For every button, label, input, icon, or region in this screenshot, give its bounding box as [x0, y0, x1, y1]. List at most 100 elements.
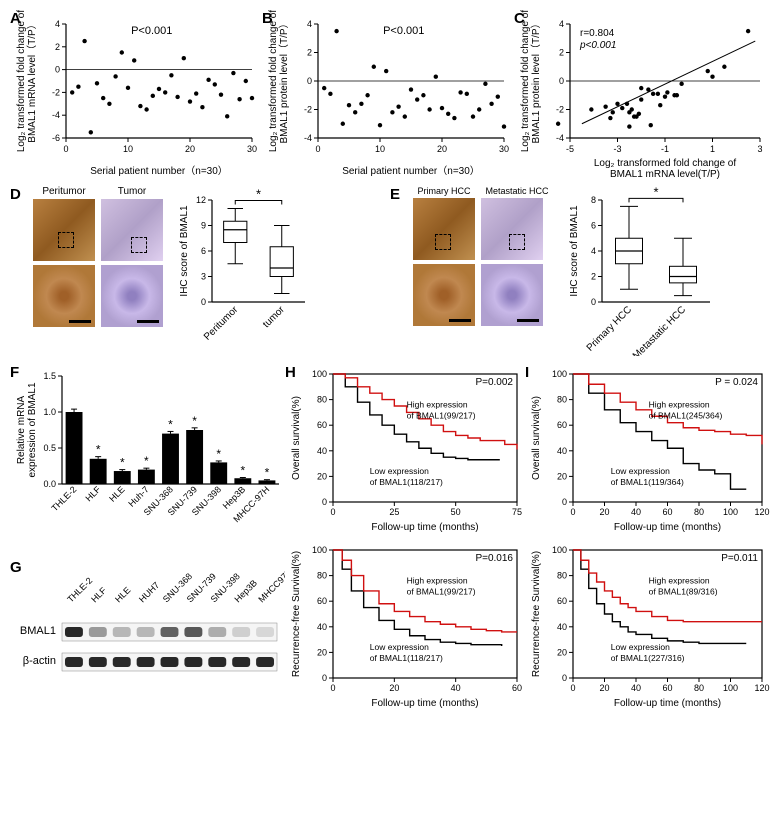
- svg-text:Peritumor: Peritumor: [202, 304, 241, 343]
- svg-text:120: 120: [754, 683, 769, 693]
- panel-E-boxplot: 02468Primary HCCMetastatic HCC*IHC score…: [566, 186, 716, 356]
- svg-text:P<0.001: P<0.001: [131, 25, 172, 37]
- panel-F-label: F: [10, 364, 19, 381]
- svg-text:1.5: 1.5: [43, 371, 56, 381]
- svg-text:4: 4: [591, 246, 596, 256]
- svg-text:30: 30: [499, 144, 509, 154]
- panel-D-label: D: [10, 186, 21, 203]
- panel-E-ihc: Primary HCC Metastatic HCC: [410, 186, 560, 356]
- svg-text:1.0: 1.0: [43, 407, 56, 417]
- ihc-header-peritumor: Peritumor: [33, 186, 95, 197]
- svg-text:0: 0: [330, 683, 335, 693]
- ihc-tile-zoom: [101, 265, 163, 327]
- svg-text:60: 60: [317, 596, 327, 606]
- svg-text:9: 9: [201, 221, 206, 231]
- svg-text:-3: -3: [613, 144, 621, 154]
- panel-D: D Peritumor Tumor: [10, 186, 390, 356]
- svg-text:10: 10: [123, 144, 133, 154]
- svg-text:100: 100: [552, 545, 567, 555]
- svg-text:Log₂ transformed fold change o: Log₂ transformed fold change ofBMAL1 pro…: [268, 10, 290, 152]
- svg-text:-5: -5: [566, 144, 574, 154]
- ihc-tile: [413, 198, 475, 260]
- svg-text:0: 0: [570, 507, 575, 517]
- svg-text:4: 4: [307, 19, 312, 29]
- svg-text:Overall survival(%): Overall survival(%): [531, 396, 542, 480]
- svg-text:0: 0: [591, 297, 596, 307]
- svg-text:Primary HCC: Primary HCC: [585, 304, 634, 353]
- svg-text:0: 0: [559, 76, 564, 86]
- svg-text:Log₂ transformed fold change o: Log₂ transformed fold change ofBMAL1 pro…: [520, 10, 542, 152]
- svg-text:1: 1: [710, 144, 715, 154]
- svg-text:P<0.001: P<0.001: [383, 25, 424, 37]
- svg-text:40: 40: [317, 446, 327, 456]
- panel-G-blot: THLE-2HLFHLEHUH7SNU-368SNU-739SNU-398Hep…: [10, 559, 285, 709]
- row-3: F 0.00.51.01.5THLE-2*HLF*HLE*Huh-7*SNU-3…: [10, 364, 770, 710]
- svg-text:High expressionof BMAL1(245/36: High expressionof BMAL1(245/364): [649, 399, 723, 420]
- svg-text:3: 3: [757, 144, 762, 154]
- svg-text:0: 0: [63, 144, 68, 154]
- svg-text:2: 2: [307, 48, 312, 58]
- svg-text:20: 20: [317, 647, 327, 657]
- svg-text:60: 60: [317, 420, 327, 430]
- svg-text:High expressionof BMAL1(99/217: High expressionof BMAL1(99/217): [407, 399, 476, 420]
- svg-text:IHC score of BMAL1: IHC score of BMAL1: [179, 205, 190, 297]
- svg-text:10: 10: [375, 144, 385, 154]
- svg-text:*: *: [216, 447, 221, 461]
- panel-B-chart: -4-20240102030Serial patient number（n=30…: [262, 10, 514, 180]
- figure: A -6-4-20240102030Serial patient number（…: [10, 10, 770, 710]
- ihc-tile: [33, 199, 95, 261]
- svg-text:0: 0: [570, 683, 575, 693]
- svg-text:4: 4: [559, 19, 564, 29]
- svg-text:0.0: 0.0: [43, 479, 56, 489]
- svg-text:P=0.016: P=0.016: [475, 553, 513, 564]
- panel-I: I 020406080100020406080100120P = 0.024Hi…: [525, 364, 770, 710]
- svg-text:12: 12: [196, 195, 206, 205]
- panel-G: G THLE-2HLFHLEHUH7SNU-368SNU-739SNU-398H…: [10, 559, 285, 709]
- svg-text:0: 0: [330, 507, 335, 517]
- svg-text:75: 75: [512, 507, 522, 517]
- svg-text:100: 100: [723, 683, 738, 693]
- svg-text:-4: -4: [304, 133, 312, 143]
- svg-text:-4: -4: [556, 133, 564, 143]
- svg-text:*: *: [96, 443, 101, 457]
- panel-I-bottom: 020406080100020406080100120P=0.011High e…: [525, 540, 770, 710]
- svg-text:0: 0: [307, 76, 312, 86]
- svg-text:0: 0: [201, 297, 206, 307]
- svg-text:40: 40: [557, 446, 567, 456]
- svg-text:40: 40: [317, 622, 327, 632]
- svg-text:120: 120: [754, 507, 769, 517]
- panel-C-chart: -4-2024-5-3-113Log₂ transformed fold cha…: [514, 10, 770, 180]
- svg-text:-2: -2: [52, 87, 60, 97]
- svg-text:Recurrence-free Survival(%): Recurrence-free Survival(%): [291, 551, 302, 677]
- row-2: D Peritumor Tumor: [10, 186, 770, 356]
- svg-text:IHC score of BMAL1: IHC score of BMAL1: [569, 205, 580, 297]
- svg-text:-6: -6: [52, 133, 60, 143]
- panel-H-bottom: 0204060801000204060P=0.016High expressio…: [285, 540, 525, 710]
- svg-text:Low expressionof BMAL1(118/217: Low expressionof BMAL1(118/217): [370, 466, 443, 487]
- svg-text:20: 20: [317, 471, 327, 481]
- svg-text:100: 100: [312, 545, 327, 555]
- svg-text:THLE-2: THLE-2: [65, 575, 94, 604]
- svg-text:HLE: HLE: [113, 585, 132, 604]
- svg-text:80: 80: [557, 395, 567, 405]
- svg-text:40: 40: [631, 507, 641, 517]
- ihc-header-tumor: Tumor: [101, 186, 163, 197]
- panel-E-label: E: [390, 186, 400, 203]
- svg-text:100: 100: [312, 369, 327, 379]
- svg-text:Follow-up time (months): Follow-up time (months): [614, 698, 721, 709]
- svg-text:4: 4: [55, 19, 60, 29]
- svg-text:*: *: [168, 417, 173, 431]
- svg-text:HLF: HLF: [83, 484, 102, 503]
- svg-text:80: 80: [694, 507, 704, 517]
- svg-text:60: 60: [662, 683, 672, 693]
- panel-A: A -6-4-20240102030Serial patient number（…: [10, 10, 262, 180]
- panel-I-label: I: [525, 364, 529, 381]
- svg-text:Relative mRNAexpression of BMA: Relative mRNAexpression of BMAL1: [16, 382, 38, 477]
- svg-text:Low expressionof BMAL1(227/316: Low expressionof BMAL1(227/316): [611, 642, 685, 663]
- row-1: A -6-4-20240102030Serial patient number（…: [10, 10, 770, 180]
- svg-text:Serial patient number（n=30）: Serial patient number（n=30）: [342, 165, 480, 177]
- svg-text:0: 0: [562, 497, 567, 507]
- svg-text:Overall survival(%): Overall survival(%): [291, 396, 302, 480]
- svg-text:80: 80: [557, 571, 567, 581]
- ihc-tile: [481, 198, 543, 260]
